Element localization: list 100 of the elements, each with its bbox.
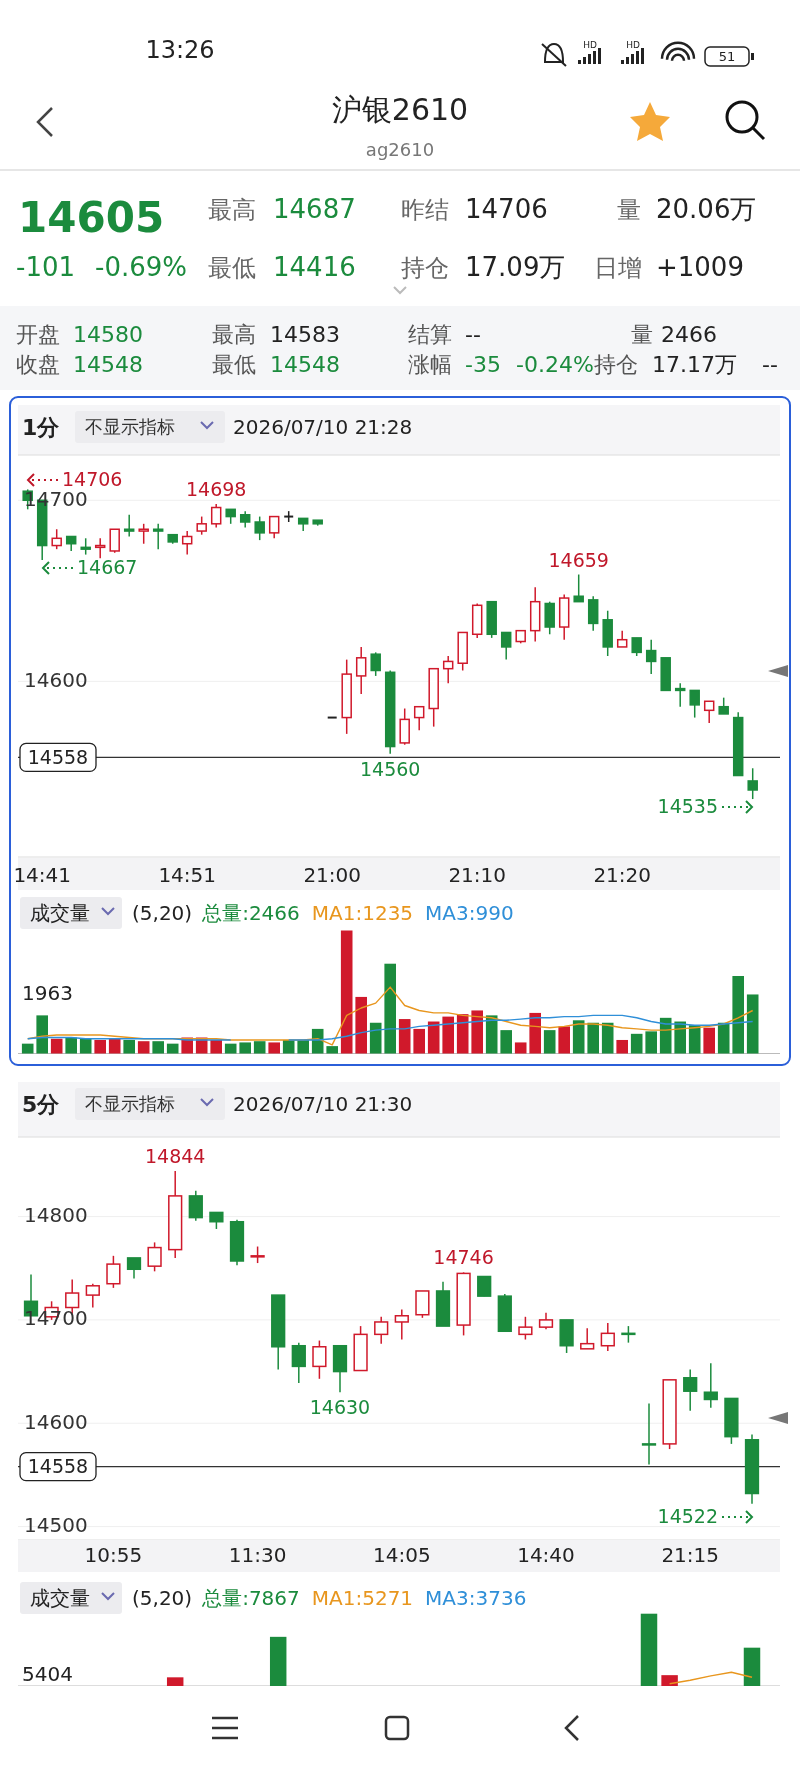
annotation: 14522 [657, 1504, 718, 1527]
y-tick-label: 14700 [24, 1306, 88, 1331]
text: -- [762, 352, 778, 377]
bar [587, 1022, 599, 1054]
x-tick-label: 14:51 [158, 863, 217, 887]
annotation: 14844 [144, 1145, 206, 1168]
bar [500, 1030, 512, 1054]
text: 结算 [408, 322, 452, 347]
bar [732, 976, 744, 1054]
bar [456, 1014, 469, 1054]
bar [269, 1636, 287, 1686]
text: 14416 [273, 252, 356, 282]
text: HD [583, 40, 597, 50]
bar [427, 1021, 440, 1054]
text: 日增 [594, 254, 642, 282]
text: 2026/07/10 21:28 [233, 415, 413, 439]
bar [529, 1012, 541, 1054]
bar [21, 1043, 34, 1054]
annotation: 14630 [309, 1396, 371, 1419]
text: 不显示指标 [85, 1093, 175, 1114]
bar [137, 1041, 150, 1054]
bar [384, 963, 396, 1054]
text: 涨幅 [408, 352, 452, 377]
bar [398, 1019, 411, 1054]
text: ag2610 [365, 139, 435, 160]
text: 14548 [73, 352, 143, 377]
bar [36, 1015, 48, 1054]
bar [661, 1675, 678, 1686]
annotation: 14560 [359, 757, 421, 780]
bar [485, 1015, 498, 1054]
text: 14687 [273, 194, 356, 224]
text: 17.09万 [465, 252, 566, 282]
bar [282, 1039, 295, 1054]
text: 14605 [18, 193, 165, 242]
x-tick-label: 14:05 [372, 1543, 431, 1567]
text: 17.17万 [652, 352, 737, 377]
bar [514, 1042, 527, 1054]
text: 最低 [212, 352, 256, 377]
bar [94, 1039, 106, 1054]
text: (5,20) [132, 901, 193, 925]
bar [616, 1039, 628, 1054]
text: MA1:5271 [311, 1586, 414, 1610]
text: 14580 [73, 322, 143, 347]
text: -0.24% [516, 352, 594, 377]
bar [268, 1042, 280, 1054]
annotation: 14535 [657, 794, 718, 817]
x-tick-label: 21:20 [593, 863, 652, 887]
bar [645, 1031, 657, 1054]
text: -0.69% [95, 252, 187, 282]
bar [743, 1647, 761, 1686]
text: 13:26 [145, 36, 215, 64]
text: MA1:1235 [311, 901, 414, 925]
text: 14583 [270, 322, 340, 347]
text: -101 [16, 252, 76, 282]
bar [123, 1039, 135, 1054]
bar [630, 1033, 643, 1054]
y-tick-label: 14600 [24, 1409, 88, 1434]
bar [224, 1043, 237, 1054]
bar [558, 1026, 570, 1054]
text: 不显示指标 [85, 416, 175, 437]
text: 2026/07/10 21:30 [233, 1092, 413, 1116]
text: 量 [631, 322, 653, 347]
bar [601, 1022, 614, 1054]
bar [703, 1027, 715, 1054]
bar [166, 1677, 184, 1686]
bar [297, 1039, 309, 1054]
bar [674, 1021, 686, 1054]
bar [717, 1022, 730, 1054]
bar [253, 1041, 266, 1054]
text: 总量:2466 [201, 901, 300, 925]
y-tick-label: 14800 [24, 1203, 88, 1228]
y-tick-label: 14500 [24, 1513, 88, 1538]
bar [79, 1038, 92, 1054]
text: 昨结 [401, 196, 449, 224]
annotation: 14706 [62, 467, 123, 490]
x-tick-label: 21:10 [448, 863, 507, 887]
bar [471, 1010, 483, 1054]
bar [210, 1039, 222, 1054]
bar [543, 1030, 556, 1054]
legend-label: MA3:3736 [425, 1586, 527, 1610]
text: 收盘 [16, 352, 60, 377]
text: 最低 [208, 254, 256, 282]
bar [355, 996, 367, 1054]
text: -- [465, 322, 481, 347]
text: 14548 [270, 352, 340, 377]
text: 51 [718, 49, 736, 64]
bar [326, 1046, 338, 1054]
annotation: 14746 [433, 1246, 494, 1269]
annotation: 14667 [77, 555, 138, 578]
text: 量 [617, 196, 641, 224]
text: -35 [465, 352, 501, 377]
bar [108, 1038, 121, 1054]
x-tick-label: 11:30 [228, 1543, 287, 1567]
ref-line-label: 14558 [27, 1455, 89, 1478]
text: 20.06万 [656, 194, 757, 224]
x-tick-label: 14:40 [517, 1543, 575, 1567]
bar [659, 1017, 672, 1054]
bar [239, 1042, 251, 1054]
bar [746, 994, 759, 1054]
bar [65, 1037, 77, 1054]
